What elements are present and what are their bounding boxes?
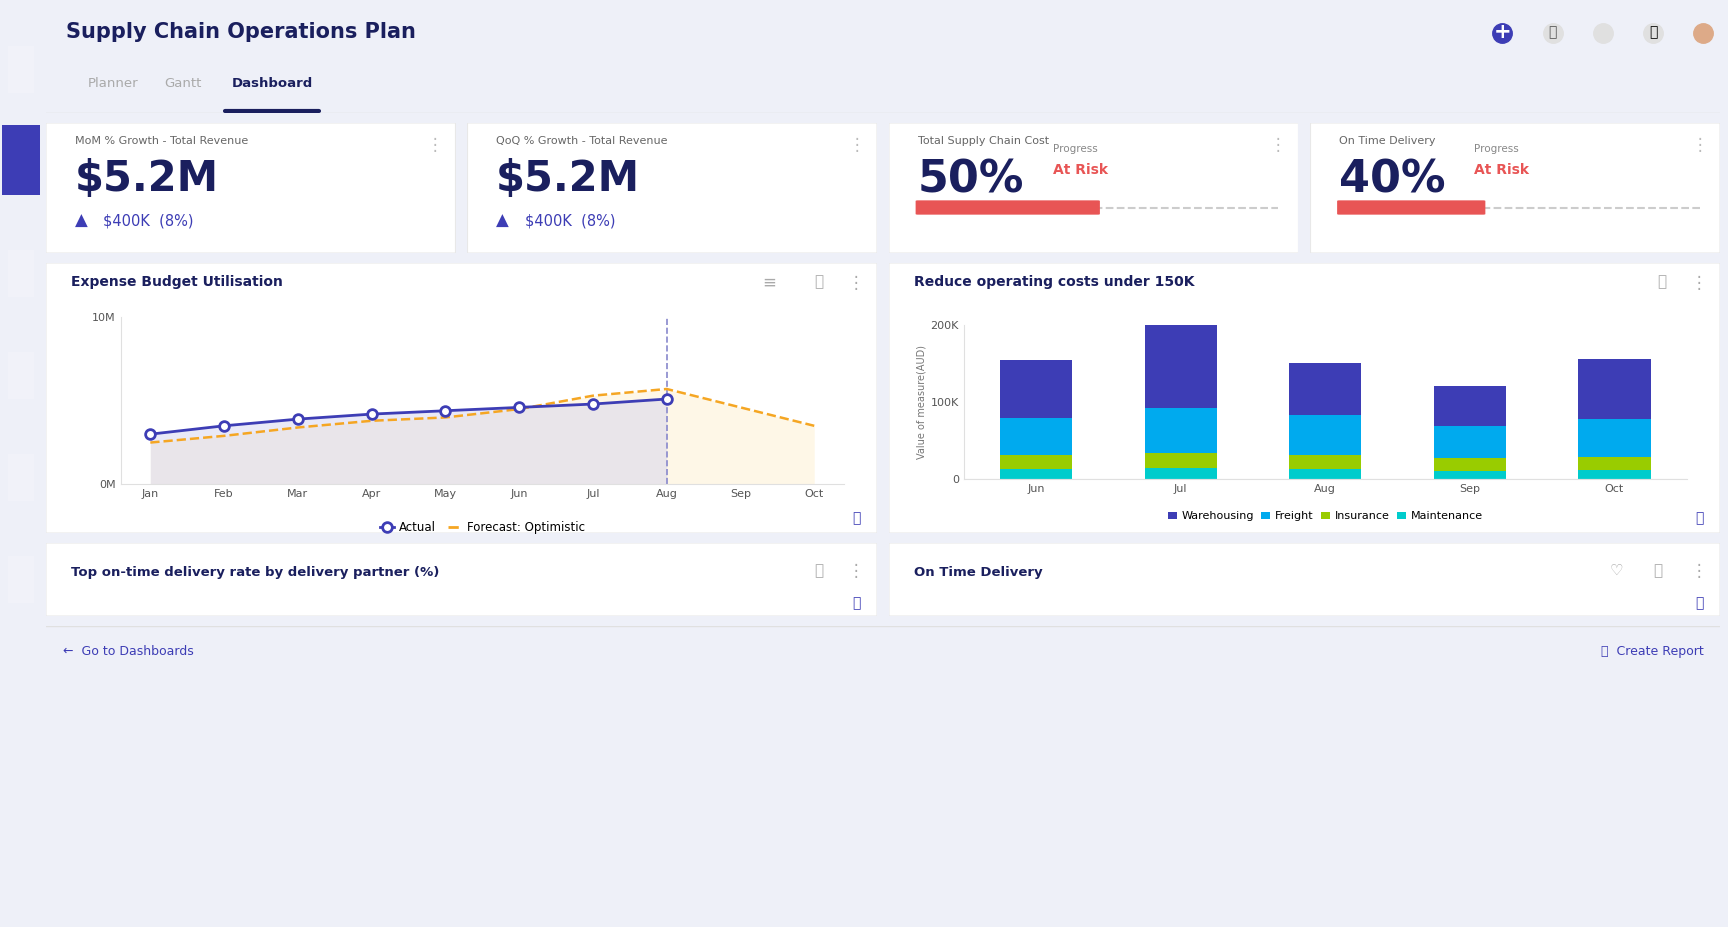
Text: ⋮: ⋮ bbox=[1692, 562, 1707, 579]
Text: Supply Chain Operations Plan: Supply Chain Operations Plan bbox=[66, 22, 416, 43]
Text: ⤢: ⤢ bbox=[1654, 564, 1662, 578]
Text: $400K  (8%): $400K (8%) bbox=[104, 213, 194, 228]
Text: ⋮: ⋮ bbox=[848, 136, 864, 154]
Text: ⤡: ⤡ bbox=[1695, 511, 1704, 525]
Bar bbox=[9, 454, 33, 501]
Bar bbox=[9, 556, 33, 603]
Bar bbox=[1289, 415, 1362, 455]
Text: $400K  (8%): $400K (8%) bbox=[525, 213, 615, 228]
Bar bbox=[1289, 455, 1362, 469]
Bar bbox=[9, 148, 33, 195]
Bar bbox=[9, 352, 33, 399]
Text: ⋮: ⋮ bbox=[427, 136, 444, 154]
Bar bbox=[1434, 471, 1507, 479]
Text: ⤢: ⤢ bbox=[814, 273, 824, 289]
Text: MoM % Growth - Total Revenue: MoM % Growth - Total Revenue bbox=[74, 136, 247, 146]
Text: $5.2M: $5.2M bbox=[74, 159, 219, 200]
Bar bbox=[1578, 470, 1650, 479]
Text: On Time Delivery: On Time Delivery bbox=[1339, 136, 1436, 146]
Text: ⋮: ⋮ bbox=[1692, 273, 1707, 292]
Text: Dashboard: Dashboard bbox=[232, 77, 313, 90]
Text: ▲: ▲ bbox=[496, 211, 510, 230]
Bar bbox=[1289, 362, 1362, 415]
Bar bbox=[1001, 418, 1073, 455]
Bar bbox=[1001, 361, 1073, 418]
Bar bbox=[1289, 469, 1362, 479]
FancyBboxPatch shape bbox=[47, 123, 456, 253]
Bar bbox=[1144, 452, 1217, 468]
Text: Expense Budget Utilisation: Expense Budget Utilisation bbox=[71, 275, 283, 289]
Text: At Risk: At Risk bbox=[1052, 163, 1108, 177]
Bar bbox=[1578, 359, 1650, 419]
Bar bbox=[1144, 408, 1217, 452]
Text: ⤡: ⤡ bbox=[1695, 596, 1704, 610]
FancyBboxPatch shape bbox=[47, 543, 878, 616]
Text: 40%: 40% bbox=[1339, 159, 1446, 201]
Bar bbox=[1144, 468, 1217, 479]
Text: ⋮: ⋮ bbox=[1270, 136, 1286, 154]
Bar bbox=[2, 125, 40, 195]
Text: ▲: ▲ bbox=[74, 211, 88, 230]
Bar bbox=[1001, 455, 1073, 469]
Text: Planner: Planner bbox=[88, 77, 138, 90]
Text: ⋮: ⋮ bbox=[848, 273, 864, 292]
Text: Total Supply Chain Cost: Total Supply Chain Cost bbox=[918, 136, 1049, 146]
Text: ♡: ♡ bbox=[1609, 564, 1623, 578]
Text: Reduce operating costs under 150K: Reduce operating costs under 150K bbox=[914, 275, 1194, 289]
Bar bbox=[1434, 425, 1507, 458]
Text: Progress: Progress bbox=[1474, 144, 1519, 154]
FancyBboxPatch shape bbox=[468, 123, 878, 253]
Bar bbox=[1578, 419, 1650, 457]
Bar bbox=[1434, 386, 1507, 425]
Bar bbox=[1144, 324, 1217, 408]
FancyBboxPatch shape bbox=[888, 543, 1719, 616]
Bar bbox=[1434, 458, 1507, 471]
Text: Gantt: Gantt bbox=[164, 77, 202, 90]
Bar bbox=[1001, 469, 1073, 479]
Y-axis label: Value of measure(AUD): Value of measure(AUD) bbox=[916, 345, 926, 459]
Text: $5.2M: $5.2M bbox=[496, 159, 641, 200]
Text: ⤢: ⤢ bbox=[814, 564, 824, 578]
Text: 50%: 50% bbox=[918, 159, 1025, 201]
Text: QoQ % Growth - Total Revenue: QoQ % Growth - Total Revenue bbox=[496, 136, 667, 146]
Text: ⤢: ⤢ bbox=[1657, 273, 1666, 289]
FancyBboxPatch shape bbox=[916, 200, 1101, 215]
Text: +: + bbox=[1493, 22, 1512, 43]
Text: Progress: Progress bbox=[1052, 144, 1097, 154]
FancyBboxPatch shape bbox=[1310, 123, 1719, 253]
FancyBboxPatch shape bbox=[47, 263, 878, 533]
Text: ←  Go to Dashboards: ← Go to Dashboards bbox=[62, 644, 194, 657]
Text: ⋮: ⋮ bbox=[1692, 136, 1707, 154]
Bar bbox=[9, 46, 33, 93]
FancyBboxPatch shape bbox=[888, 263, 1719, 533]
Text: ⋮: ⋮ bbox=[848, 562, 864, 579]
Text: ⤡: ⤡ bbox=[852, 596, 861, 610]
Text: At Risk: At Risk bbox=[1474, 163, 1529, 177]
Text: ≡: ≡ bbox=[762, 273, 776, 292]
Text: On Time Delivery: On Time Delivery bbox=[914, 565, 1042, 578]
Text: 🔔: 🔔 bbox=[1649, 26, 1657, 40]
Legend: Actual, Forecast: Optimistic: Actual, Forecast: Optimistic bbox=[375, 516, 589, 539]
Text: ⎙  Create Report: ⎙ Create Report bbox=[1600, 644, 1704, 657]
Text: 🔍: 🔍 bbox=[1548, 26, 1557, 40]
Legend: Warehousing, Freight, Insurance, Maintenance: Warehousing, Freight, Insurance, Mainten… bbox=[1163, 507, 1488, 526]
FancyBboxPatch shape bbox=[1337, 200, 1486, 215]
Bar bbox=[9, 250, 33, 297]
FancyBboxPatch shape bbox=[888, 123, 1298, 253]
Bar bbox=[1578, 457, 1650, 470]
Text: ⤡: ⤡ bbox=[852, 511, 861, 525]
Text: Top on-time delivery rate by delivery partner (%): Top on-time delivery rate by delivery pa… bbox=[71, 565, 439, 578]
